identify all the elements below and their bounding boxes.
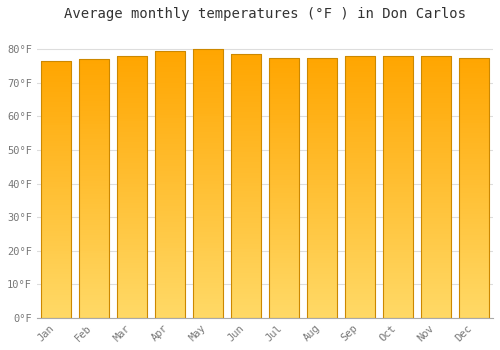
- Title: Average monthly temperatures (°F ) in Don Carlos: Average monthly temperatures (°F ) in Do…: [64, 7, 466, 21]
